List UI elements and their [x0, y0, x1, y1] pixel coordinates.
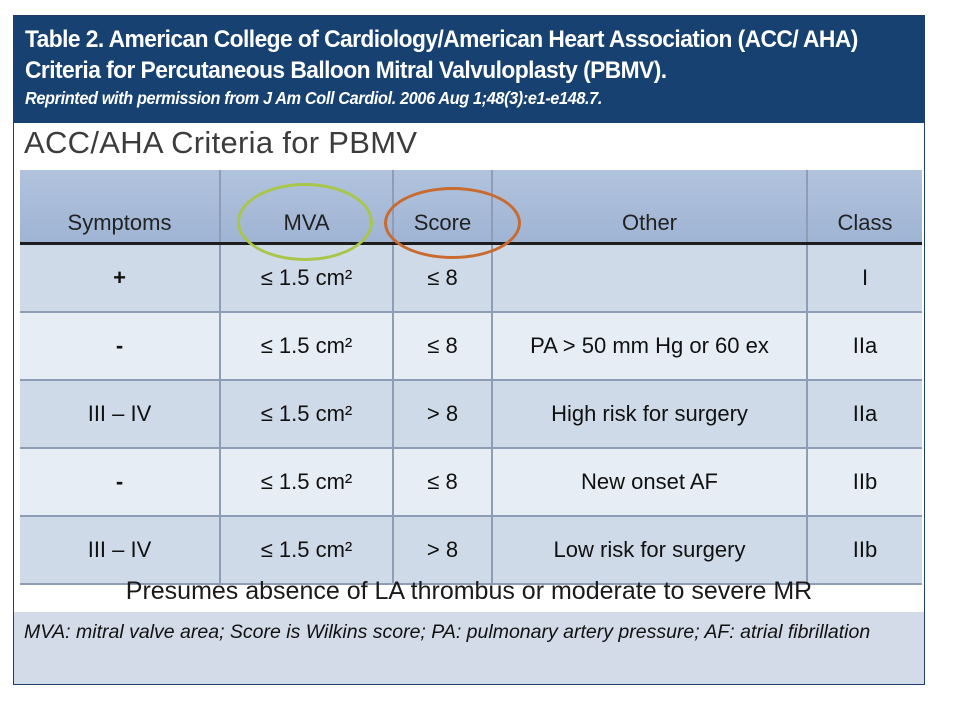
- cell-symptoms: -: [20, 312, 221, 381]
- column-header-symptoms: Symptoms: [20, 170, 221, 245]
- cell-class: IIb: [807, 516, 922, 585]
- cell-other: Low risk for surgery: [492, 516, 808, 585]
- cell-mva: ≤ 1.5 cm²: [220, 448, 394, 517]
- cell-symptoms: +: [20, 243, 221, 313]
- cell-mva: ≤ 1.5 cm²: [220, 243, 394, 313]
- cell-mva: ≤ 1.5 cm²: [220, 312, 394, 381]
- table-row: III – IV ≤ 1.5 cm² > 8 High risk for sur…: [20, 380, 922, 449]
- table-panel: Table 2. American College of Cardiology/…: [13, 15, 925, 685]
- cell-symptoms: III – IV: [20, 380, 221, 449]
- cell-mva: ≤ 1.5 cm²: [220, 516, 394, 585]
- table-title: Table 2. American College of Cardiology/…: [25, 26, 858, 84]
- table-caption: Table 2. American College of Cardiology/…: [14, 16, 924, 123]
- cell-other: High risk for surgery: [492, 380, 808, 449]
- column-header-class: Class: [807, 170, 922, 245]
- reprint-note: Reprinted with permission from J Am Coll…: [25, 88, 603, 108]
- table-row: - ≤ 1.5 cm² ≤ 8 New onset AF IIb: [20, 448, 922, 517]
- table-row: III – IV ≤ 1.5 cm² > 8 Low risk for surg…: [20, 516, 922, 585]
- slide-title: ACC/AHA Criteria for PBMV: [24, 125, 418, 160]
- cell-score: ≤ 8: [393, 243, 493, 313]
- cell-class: IIb: [807, 448, 922, 517]
- cell-class: IIa: [807, 380, 922, 449]
- cell-class: I: [807, 243, 922, 313]
- table-header-row: Symptoms MVA Score Other Class: [20, 170, 922, 245]
- cell-class: IIa: [807, 312, 922, 381]
- abbreviation-notes: MVA: mitral valve area; Score is Wilkins…: [14, 612, 924, 684]
- column-header-mva: MVA: [220, 170, 394, 245]
- criteria-table: Symptoms MVA Score Other Class + ≤ 1.5 c…: [20, 170, 922, 585]
- cell-symptoms: III – IV: [20, 516, 221, 585]
- slide-footnote: Presumes absence of LA thrombus or moder…: [125, 577, 813, 605]
- slide-image: ACC/AHA Criteria for PBMV Symptoms MVA S…: [14, 123, 924, 612]
- cell-symptoms: -: [20, 448, 221, 517]
- cell-other: [492, 243, 808, 313]
- cell-other: New onset AF: [492, 448, 808, 517]
- column-header-score: Score: [393, 170, 493, 245]
- cell-other: PA > 50 mm Hg or 60 ex: [492, 312, 808, 381]
- cell-score: > 8: [393, 380, 493, 449]
- column-header-other: Other: [492, 170, 808, 245]
- cell-score: ≤ 8: [393, 448, 493, 517]
- cell-score: ≤ 8: [393, 312, 493, 381]
- cell-score: > 8: [393, 516, 493, 585]
- table-row: - ≤ 1.5 cm² ≤ 8 PA > 50 mm Hg or 60 ex I…: [20, 312, 922, 381]
- table-row: + ≤ 1.5 cm² ≤ 8 I: [20, 243, 922, 313]
- cell-mva: ≤ 1.5 cm²: [220, 380, 394, 449]
